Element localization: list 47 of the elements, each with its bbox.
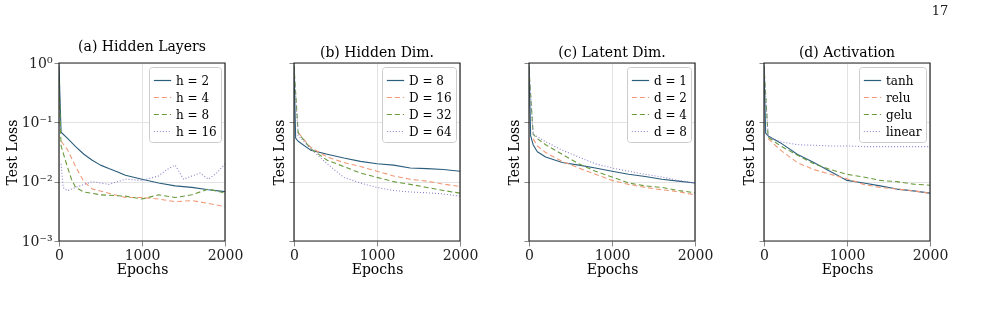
chart-title: (a) Hidden Layers	[78, 38, 206, 54]
x-tick-label: 0	[760, 246, 769, 263]
y-tick-label: 10⁻³	[21, 232, 53, 249]
chart-title: (d) Activation	[798, 44, 896, 61]
y-tick-label: 10⁻²	[21, 173, 53, 190]
x-tick-label: 2000	[912, 246, 949, 263]
legend-label: h = 4	[176, 90, 210, 105]
x-tick-label: 2000	[207, 246, 244, 263]
y-tick-label: 10⁰	[29, 54, 53, 71]
y-tick-label: 10⁻¹	[21, 113, 53, 130]
y-axis-title: Test Loss	[3, 119, 20, 186]
legend-label: gelu	[886, 107, 913, 122]
x-tick-label: 1000	[359, 246, 396, 263]
x-axis-title: Epochs	[821, 260, 874, 277]
legend-label: d = 2	[654, 90, 687, 105]
x-axis-title: Epochs	[351, 260, 404, 277]
x-tick-label: 0	[55, 246, 64, 263]
x-tick-label: 2000	[677, 246, 714, 263]
legend-label: D = 8	[409, 73, 444, 88]
text: 17	[931, 2, 949, 18]
legend-label: relu	[886, 90, 911, 105]
line-series	[60, 163, 225, 192]
y-axis-title: Test Loss	[271, 119, 287, 186]
legend-label: D = 64	[409, 124, 452, 139]
legend-label: d = 8	[654, 124, 687, 139]
x-tick-label: 2000	[442, 246, 479, 263]
line-series	[60, 140, 225, 208]
chart-title: (c) Latent Dim.	[558, 44, 666, 61]
x-axis-title: Epochs	[116, 260, 169, 277]
legend-label: d = 4	[654, 107, 688, 122]
legend-label: linear	[886, 124, 922, 139]
legend-label: d = 1	[654, 73, 687, 88]
legend-label: h = 8	[176, 107, 210, 122]
y-axis-title: Test Loss	[741, 119, 757, 186]
legend-label: tanh	[886, 73, 914, 88]
chart-title: (b) Hidden Dim.	[319, 44, 435, 61]
x-tick-label: 1000	[124, 246, 161, 263]
y-axis-title: Test Loss	[506, 119, 522, 186]
x-tick-label: 1000	[594, 246, 631, 263]
legend-label: D = 32	[409, 107, 452, 122]
legend-label: h = 2	[176, 73, 210, 88]
x-tick-label: 0	[525, 246, 534, 263]
legend-label: h = 16	[176, 124, 217, 139]
legend-label: D = 16	[409, 90, 452, 105]
x-tick-label: 0	[290, 246, 299, 263]
x-axis-title: Epochs	[586, 260, 639, 277]
x-tick-label: 1000	[829, 246, 866, 263]
